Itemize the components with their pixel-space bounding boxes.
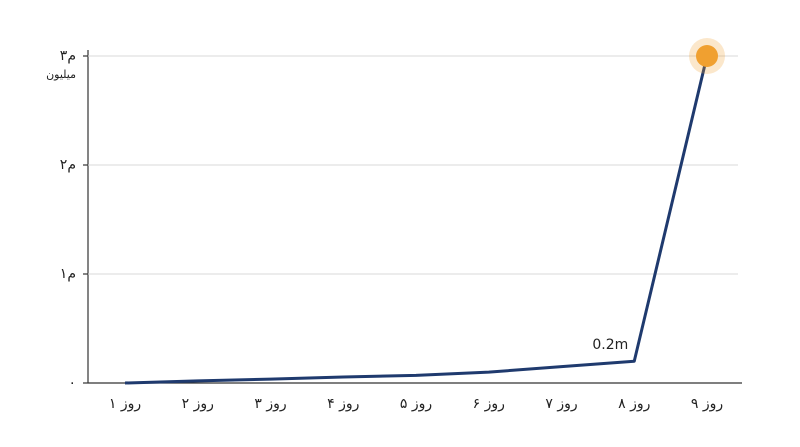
value-label: 0.2m bbox=[592, 337, 628, 353]
y-unit-label: میلیون bbox=[46, 68, 76, 81]
data-line bbox=[124, 55, 709, 385]
y-tick-label: ۳م bbox=[60, 48, 76, 64]
x-tick-label: روز ۹ bbox=[691, 396, 723, 412]
x-tick-label: روز ۱ bbox=[109, 396, 141, 412]
x-tick-label: روز ۳ bbox=[254, 396, 286, 412]
marker bbox=[696, 45, 718, 67]
x-tick-label: روز ۶ bbox=[473, 396, 505, 412]
y-tick-label: ۲م bbox=[60, 157, 76, 173]
x-tick-label: روز ۲ bbox=[182, 396, 214, 412]
x-tick-label: روز ۷ bbox=[545, 396, 577, 412]
y-tick-label: ۱م bbox=[60, 266, 76, 282]
x-tick-label: روز ۵ bbox=[400, 396, 432, 412]
x-tick-label: روز ۴ bbox=[327, 396, 359, 412]
y-tick-label: ۰ bbox=[68, 375, 76, 391]
x-tick-label: روز ۸ bbox=[618, 396, 650, 412]
